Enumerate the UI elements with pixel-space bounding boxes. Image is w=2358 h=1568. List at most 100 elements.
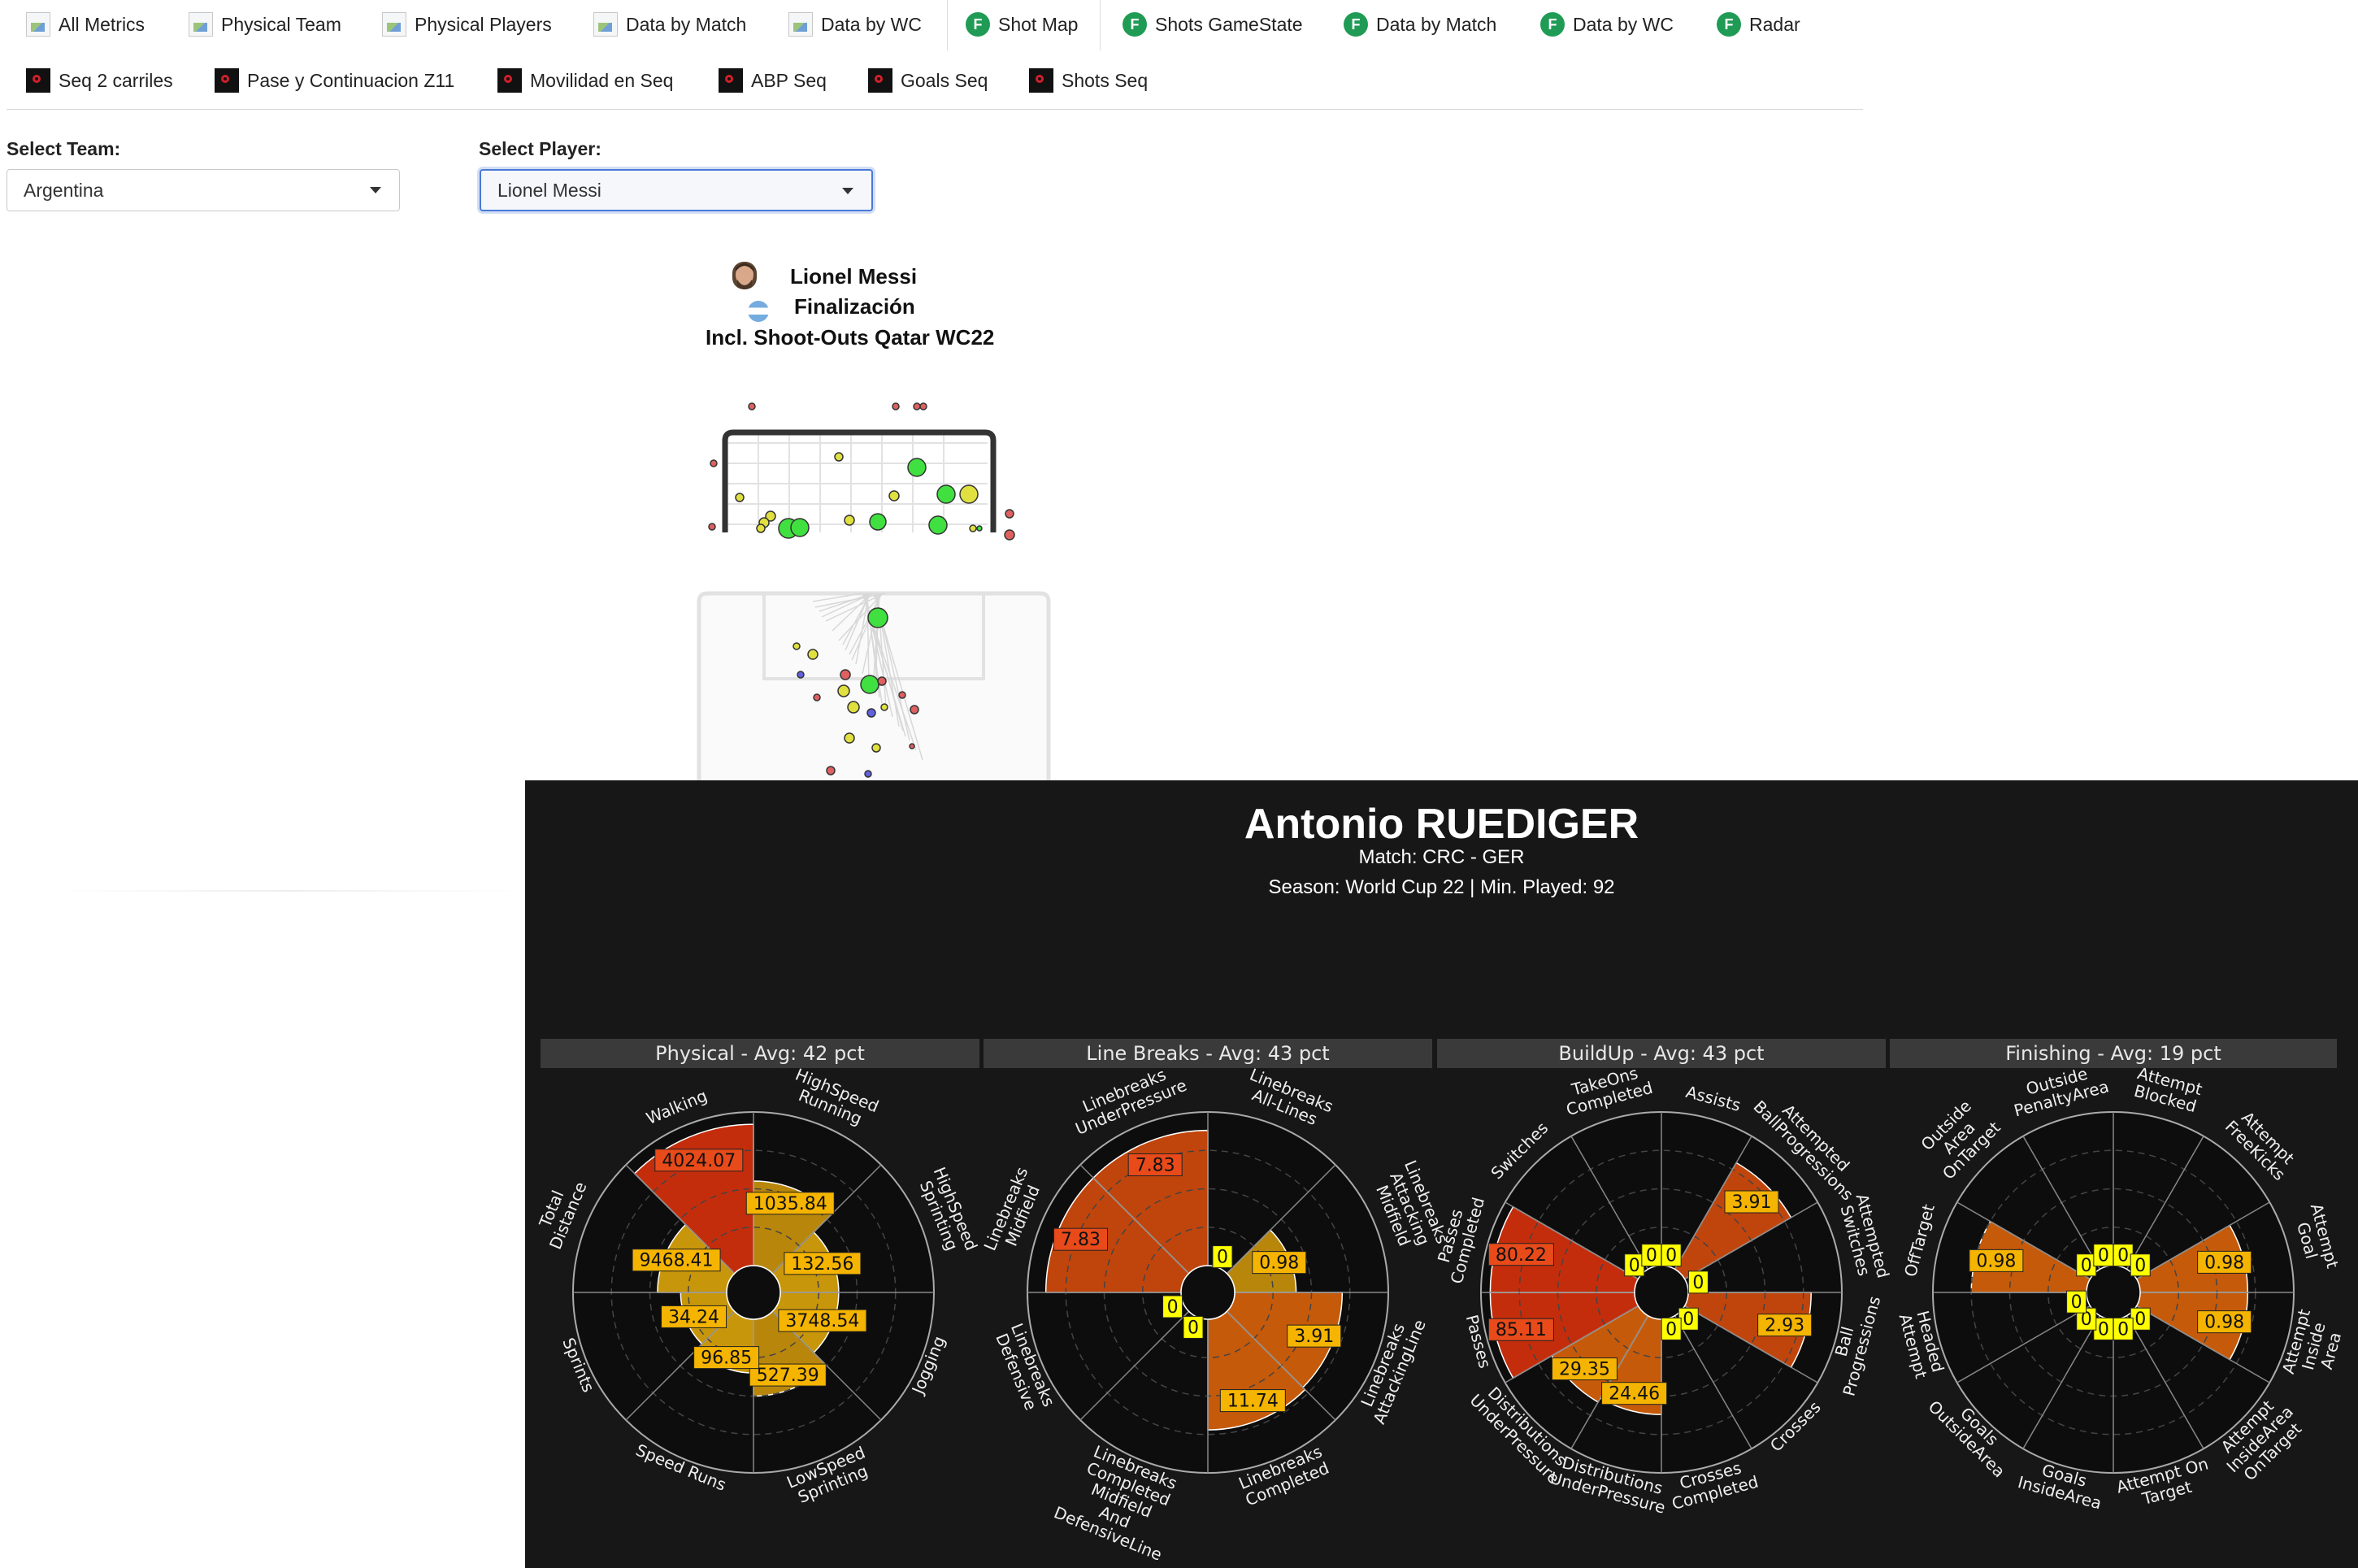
shot-dot: [898, 691, 906, 699]
tab-label: Movilidad en Seq: [530, 69, 674, 91]
shot-dot: [907, 458, 927, 477]
shot-dot: [877, 676, 887, 686]
shot-dot: [813, 693, 821, 701]
argentina-flag-icon: [748, 301, 769, 322]
dark-logo-icon: [719, 68, 743, 93]
tab-label: Data by WC: [821, 13, 922, 35]
shot-trajectory: [814, 593, 886, 608]
shot-dot: [919, 402, 927, 410]
broken-image-icon: [593, 12, 618, 37]
dark-logo-icon: [215, 68, 239, 93]
radar-player-name: Antonio RUEDIGER: [1244, 801, 1639, 848]
tab-label: ABP Seq: [751, 69, 827, 91]
shot-trajectory: [821, 593, 873, 618]
shot-dot: [1004, 529, 1015, 541]
shot-dot: [844, 515, 855, 526]
shot-dot: [807, 649, 819, 660]
tab-label: Shots Seq: [1062, 69, 1149, 91]
tab-label: Shots GameState: [1155, 13, 1303, 35]
shot-dot: [1005, 509, 1014, 519]
tab-label: Physical Players: [415, 13, 552, 35]
shot-dot: [840, 669, 851, 680]
tab-label: Physical Team: [221, 13, 341, 35]
broken-image-icon: [189, 12, 213, 37]
shot-dot: [867, 607, 888, 628]
tab-data-by-match-tabs1[interactable]: F Data by Match: [1344, 12, 1496, 37]
panel-title-physical: Physical - Avg: 42 pct: [541, 1039, 979, 1068]
shotmap-graphic: [697, 402, 1051, 780]
shotmap-caption: Incl. Shoot-Outs Qatar WC22: [706, 325, 995, 350]
tab-label: All Metrics: [59, 13, 145, 35]
shot-dot: [909, 743, 915, 749]
shot-trajectory: [838, 593, 884, 641]
tab-label: Radar: [1749, 13, 1800, 35]
shot-dot: [871, 743, 881, 753]
tab-seq-2-carriles-tabs2[interactable]: Seq 2 carriles: [26, 68, 173, 93]
player-avatar: [727, 258, 763, 298]
shot-dot: [708, 523, 716, 531]
tab-physical-team-tabs1[interactable]: Physical Team: [189, 12, 341, 37]
team-select[interactable]: Argentina: [7, 169, 400, 211]
dark-logo-icon: [1029, 68, 1053, 93]
shot-dot: [866, 708, 876, 718]
shot-dot: [837, 684, 850, 697]
shot-dot: [756, 523, 766, 533]
shot-dot: [936, 484, 956, 504]
tab-label: Data by Match: [1376, 13, 1497, 35]
shot-dot: [797, 671, 805, 679]
tab-shots-seq-tabs2[interactable]: Shots Seq: [1029, 68, 1148, 93]
shot-dot: [880, 703, 888, 711]
shotmap-player-name: Lionel Messi: [790, 264, 918, 289]
shot-dot: [959, 484, 979, 504]
shot-dot: [765, 510, 776, 522]
shot-trajectory: [812, 593, 862, 602]
shot-dot: [748, 402, 756, 410]
green-logo-icon: F: [1717, 12, 1741, 37]
chevron-down-icon: [842, 188, 853, 194]
player-select[interactable]: Lionel Messi: [480, 169, 873, 211]
dark-logo-icon: [26, 68, 50, 93]
tab-label: Pase y Continuacion Z11: [247, 69, 455, 91]
dark-logo-icon: [497, 68, 522, 93]
green-logo-icon: F: [966, 12, 990, 37]
shotmap-subtitle: Finalización: [794, 294, 915, 319]
tab-label: Goals Seq: [901, 69, 988, 91]
tab-data-by-match-tabs1[interactable]: Data by Match: [593, 12, 746, 37]
shot-dot: [860, 675, 879, 694]
shot-dot: [834, 452, 844, 462]
tab-radar-tabs1[interactable]: F Radar: [1717, 12, 1800, 37]
team-select-value: Argentina: [24, 179, 104, 201]
shot-dot: [969, 524, 977, 532]
tab-label: Shot Map: [998, 13, 1079, 35]
tab-abp-seq-tabs2[interactable]: ABP Seq: [719, 68, 827, 93]
tab-bar-divider: [7, 109, 1863, 110]
shot-dot: [869, 513, 887, 531]
shot-dot: [790, 518, 810, 537]
radar-match-line: Match: CRC - GER: [1358, 846, 1525, 868]
green-logo-icon: F: [1123, 12, 1147, 37]
green-logo-icon: F: [1540, 12, 1565, 37]
shot-dot: [892, 402, 900, 410]
shot-dot: [888, 490, 900, 502]
chevron-down-icon: [370, 187, 381, 193]
player-select-label: Select Player:: [479, 138, 601, 159]
team-select-label: Select Team:: [7, 138, 121, 159]
tab-movilidad-en-seq-tabs2[interactable]: Movilidad en Seq: [497, 68, 673, 93]
tab-all-metrics-tabs1[interactable]: All Metrics: [26, 12, 145, 37]
shot-dot: [913, 402, 921, 410]
tab-goals-seq-tabs2[interactable]: Goals Seq: [868, 68, 988, 93]
goal-frame: [722, 429, 997, 532]
shot-trajectory: [851, 593, 882, 661]
tab-data-by-wc-tabs1[interactable]: Data by WC: [788, 12, 922, 37]
tab-shots-gamestate-tabs1[interactable]: F Shots GameState: [1123, 12, 1303, 37]
tab-shot-map-tabs1[interactable]: F Shot Map: [966, 12, 1078, 37]
radar-season-line: Season: World Cup 22 | Min. Played: 92: [1268, 876, 1615, 898]
broken-image-icon: [382, 12, 406, 37]
active-tab-divider-left: [947, 0, 948, 50]
tab-pase-y-continuacion-z11-tabs2[interactable]: Pase y Continuacion Z11: [215, 68, 454, 93]
tab-physical-players-tabs1[interactable]: Physical Players: [382, 12, 552, 37]
radar-panel: Antonio RUEDIGER Match: CRC - GER Season…: [525, 780, 2358, 1568]
tab-data-by-wc-tabs1[interactable]: F Data by WC: [1540, 12, 1674, 37]
divider-shadow: [49, 890, 528, 892]
shot-dot: [847, 701, 860, 714]
